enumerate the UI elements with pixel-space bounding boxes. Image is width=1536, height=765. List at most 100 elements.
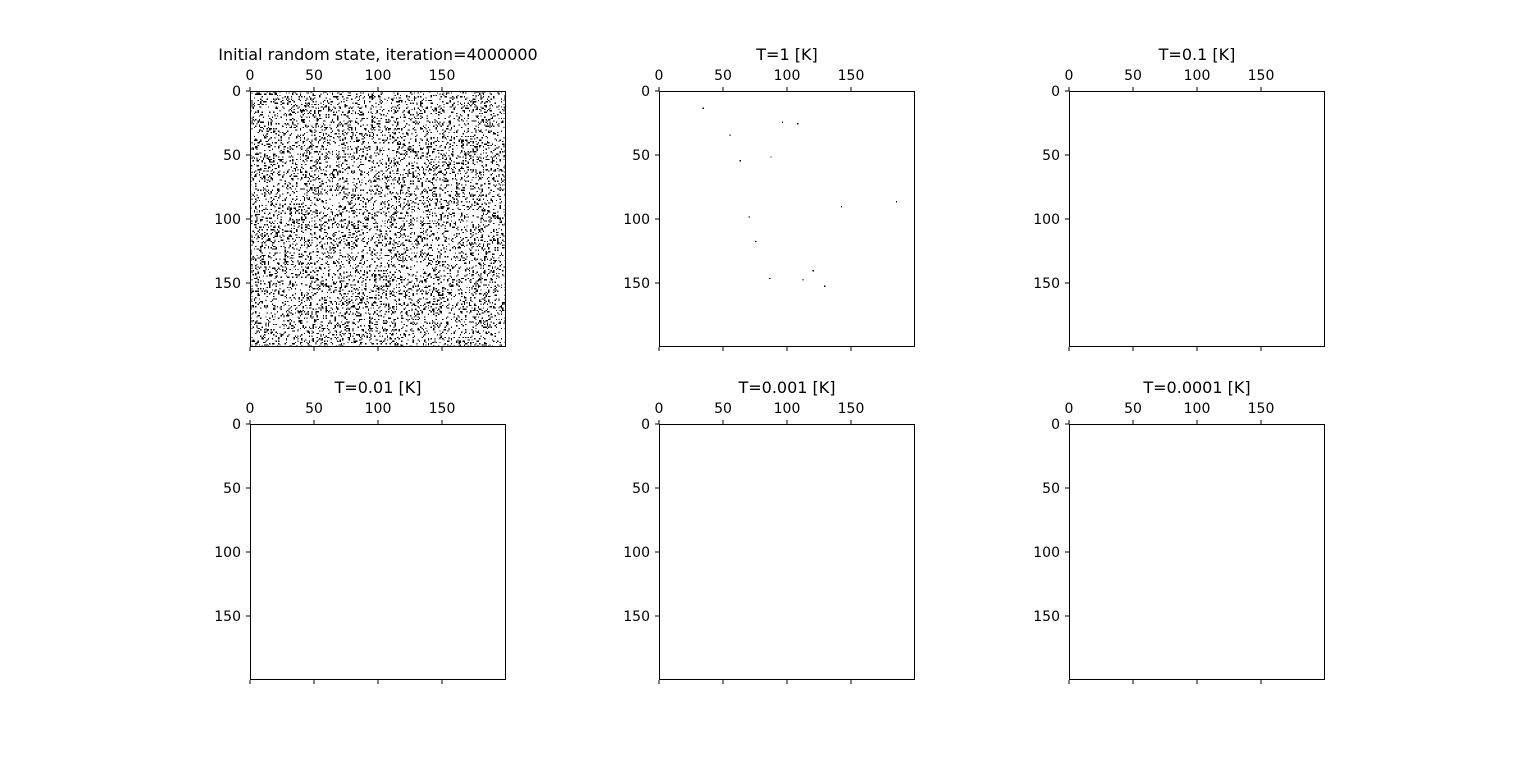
cell bbox=[374, 249, 376, 251]
cell bbox=[497, 167, 499, 170]
cell bbox=[314, 189, 316, 191]
cell bbox=[299, 93, 302, 95]
cell bbox=[482, 121, 485, 123]
cell bbox=[457, 155, 459, 157]
cell bbox=[251, 193, 253, 195]
cell bbox=[471, 242, 473, 244]
cell bbox=[307, 213, 309, 216]
cell bbox=[418, 121, 421, 123]
cell bbox=[486, 212, 489, 214]
cell bbox=[322, 183, 325, 185]
cell bbox=[314, 262, 316, 264]
cell bbox=[426, 107, 428, 109]
cell bbox=[439, 257, 441, 259]
cell bbox=[468, 201, 471, 203]
cell bbox=[348, 167, 350, 170]
cell bbox=[417, 188, 419, 190]
cell bbox=[371, 124, 373, 126]
cell bbox=[322, 134, 325, 136]
cell bbox=[474, 138, 476, 140]
cell bbox=[252, 106, 254, 108]
cell bbox=[458, 247, 460, 249]
cell bbox=[372, 190, 375, 193]
cell bbox=[393, 149, 395, 152]
cell bbox=[330, 103, 332, 106]
cell bbox=[324, 243, 326, 245]
cell bbox=[388, 254, 390, 257]
cell bbox=[306, 131, 308, 134]
cell bbox=[256, 254, 258, 257]
cell bbox=[260, 219, 262, 221]
cell bbox=[346, 99, 348, 102]
cell bbox=[292, 160, 294, 162]
cell bbox=[374, 222, 376, 225]
cell bbox=[390, 224, 393, 226]
cell bbox=[499, 158, 501, 161]
cell bbox=[424, 236, 426, 239]
cell bbox=[421, 252, 423, 254]
cell bbox=[264, 178, 266, 180]
cell bbox=[472, 98, 474, 100]
cell bbox=[314, 174, 316, 176]
cell bbox=[363, 101, 366, 103]
cell bbox=[299, 156, 302, 158]
cell bbox=[293, 101, 295, 103]
cell bbox=[317, 199, 320, 202]
cell bbox=[353, 222, 355, 225]
cell bbox=[454, 167, 457, 170]
cell bbox=[484, 220, 486, 222]
cell bbox=[301, 226, 303, 228]
cell bbox=[317, 142, 320, 144]
cell bbox=[402, 236, 404, 239]
cell bbox=[311, 213, 313, 216]
cell bbox=[485, 135, 487, 138]
cell bbox=[305, 251, 307, 253]
cell bbox=[498, 175, 500, 177]
cell bbox=[388, 203, 390, 205]
cell bbox=[410, 193, 412, 195]
cell bbox=[467, 161, 469, 163]
cell bbox=[371, 208, 373, 211]
cell bbox=[466, 220, 468, 222]
cell bbox=[448, 121, 450, 123]
cell bbox=[267, 146, 270, 148]
cell bbox=[302, 160, 304, 162]
cell bbox=[481, 107, 483, 109]
cell bbox=[333, 252, 335, 254]
cell bbox=[416, 252, 418, 254]
cell bbox=[402, 261, 404, 263]
cell bbox=[386, 137, 389, 139]
cell bbox=[408, 99, 410, 102]
cell bbox=[296, 230, 298, 232]
cell bbox=[293, 231, 295, 234]
cell bbox=[463, 179, 466, 181]
cell bbox=[330, 242, 332, 244]
cell bbox=[402, 174, 404, 176]
cell bbox=[407, 235, 409, 237]
cell bbox=[416, 115, 418, 117]
cell bbox=[299, 128, 302, 130]
cell bbox=[311, 143, 313, 145]
cell bbox=[393, 249, 395, 251]
cell bbox=[467, 206, 469, 208]
cell bbox=[321, 245, 323, 248]
cell bbox=[326, 261, 329, 263]
cell bbox=[362, 151, 364, 153]
cell bbox=[362, 212, 364, 214]
cell bbox=[251, 105, 253, 107]
cell bbox=[503, 117, 505, 120]
cell bbox=[253, 135, 256, 138]
cell bbox=[280, 245, 282, 248]
cell bbox=[411, 259, 413, 262]
cell bbox=[310, 229, 312, 231]
cell bbox=[420, 254, 422, 257]
cell bbox=[484, 143, 486, 145]
cell bbox=[326, 153, 329, 155]
cell bbox=[305, 176, 307, 179]
cell bbox=[494, 239, 496, 241]
cell bbox=[262, 134, 265, 136]
cell bbox=[284, 251, 286, 253]
cell bbox=[366, 198, 368, 200]
cell bbox=[484, 263, 486, 266]
cell bbox=[491, 199, 494, 202]
